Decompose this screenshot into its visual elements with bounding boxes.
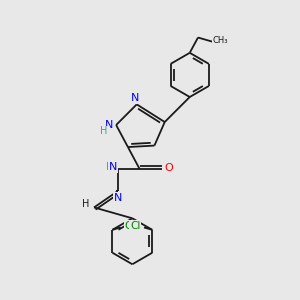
Text: N: N xyxy=(113,193,122,203)
Text: N: N xyxy=(105,120,113,130)
Text: Cl: Cl xyxy=(124,221,135,231)
Text: CH₃: CH₃ xyxy=(213,36,228,45)
Text: N: N xyxy=(131,93,140,103)
Text: O: O xyxy=(164,163,173,173)
Text: H: H xyxy=(100,126,107,136)
Text: Cl: Cl xyxy=(130,221,140,231)
Text: H: H xyxy=(106,162,113,172)
Text: N: N xyxy=(109,162,117,172)
Text: H: H xyxy=(82,199,89,209)
